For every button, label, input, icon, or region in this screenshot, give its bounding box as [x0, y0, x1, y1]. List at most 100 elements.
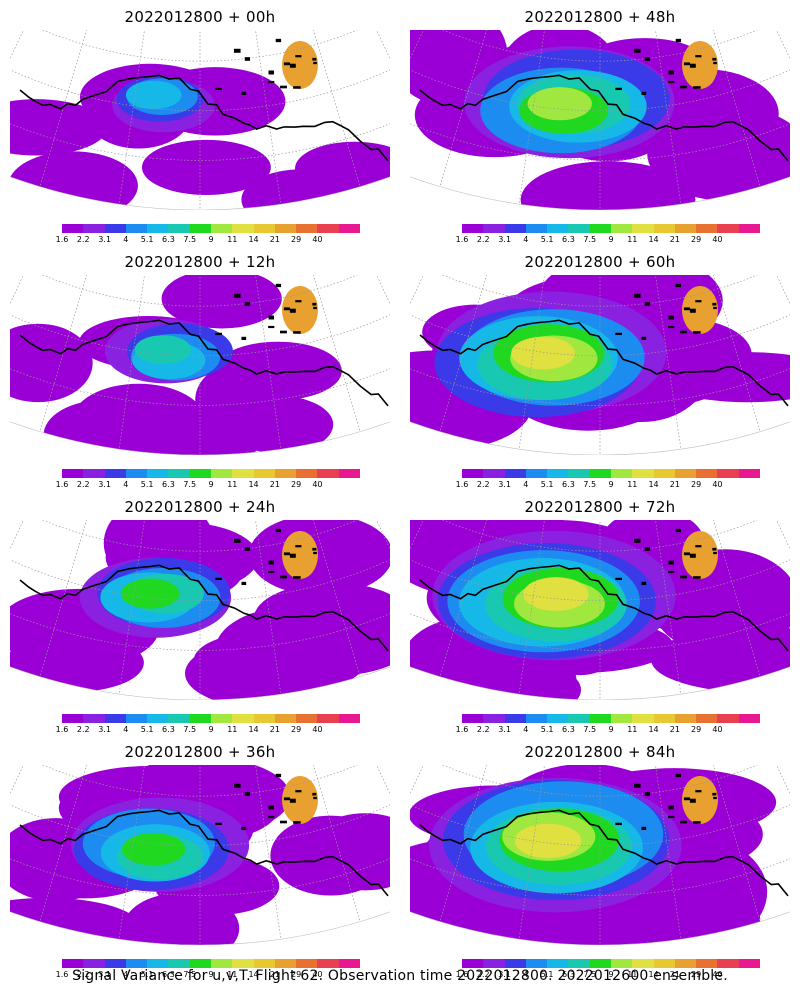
colorbar-tick-label: 29: [691, 480, 702, 489]
graticule-longitude: [518, 765, 545, 940]
map-plot: [10, 765, 390, 945]
graticule-latitude: [10, 69, 390, 112]
island: [689, 798, 696, 803]
colorbar-tick-label: 9: [208, 235, 214, 244]
graticule-latitude: [10, 314, 390, 357]
island: [312, 57, 317, 61]
island: [689, 553, 696, 558]
island: [693, 821, 701, 824]
variance-region: [248, 520, 390, 596]
coastline: [19, 809, 389, 897]
colorbar-tick-label: 1.6: [455, 235, 469, 244]
colorbar-swatch: [653, 959, 675, 968]
variance-region: [241, 169, 363, 210]
variance-contour: [120, 578, 180, 609]
map-panel: 2022012800 + 60h 1.6 2.2 3.1 4 5.1 6.3 7.5 9 11 14…: [400, 245, 800, 490]
colorbar-swatch: [317, 224, 339, 233]
colorbar-tick-label: 4: [523, 480, 529, 489]
island: [313, 551, 317, 555]
island: [241, 91, 247, 96]
colorbar-swatch: [589, 714, 611, 723]
island: [275, 528, 282, 533]
colorbar-tick-label: 6.3: [162, 970, 175, 979]
variance-hotspot: [282, 776, 318, 824]
island: [241, 336, 247, 341]
variance-region: [141, 139, 271, 196]
island: [233, 293, 241, 298]
colorbar-tick-label: 3.1: [98, 725, 111, 734]
island: [293, 576, 301, 579]
colorbar-tick-label: 2.2: [476, 235, 490, 244]
colorbar-tick-label: 40: [312, 235, 323, 244]
colorbar-swatch: [717, 714, 739, 723]
colorbar-tick-label: 7.5: [183, 725, 197, 734]
graticule-longitude: [518, 275, 545, 450]
island: [683, 62, 690, 66]
colorbar-swatch: [317, 469, 339, 478]
colorbar-swatch: [674, 224, 697, 233]
graticule-longitude: [376, 30, 390, 60]
island: [268, 315, 274, 320]
panel-title: 2022012800 + 36h: [124, 743, 276, 761]
island: [268, 70, 274, 75]
colorbar-swatch: [147, 959, 169, 968]
colorbar-swatch: [296, 714, 318, 723]
graticule-longitude: [376, 765, 390, 795]
colorbar-tick-label: 9: [608, 235, 614, 244]
colorbar-swatch: [274, 469, 297, 478]
island: [312, 547, 317, 551]
island: [312, 302, 317, 306]
colorbar-ticks: 1.6 2.2 3.1 4 5.1 6.3 7.5 9 11 14 21 29 40: [56, 235, 360, 245]
island: [641, 826, 647, 831]
figure-caption: Signal Variance for u,v,T. Flight 62. Ob…: [72, 968, 728, 984]
colorbar-tick-label: 11: [227, 480, 238, 489]
colorbar-tick-label: 1.6: [55, 480, 69, 489]
island: [644, 57, 651, 61]
colorbar-tick-label: 4: [523, 970, 529, 979]
graticule-longitude: [776, 30, 790, 60]
colorbar-swatch: [317, 959, 339, 968]
colorbar-tick-label: 3.1: [98, 235, 111, 244]
island: [295, 545, 302, 548]
island: [644, 792, 651, 796]
colorbar-tick-label: 5.1: [540, 480, 554, 489]
colorbar-tick-label: 5.1: [140, 970, 154, 979]
island: [615, 87, 622, 91]
colorbar-tick-label: 40: [712, 235, 723, 244]
colorbar-swatch: [83, 714, 105, 723]
island: [295, 300, 302, 303]
island: [695, 55, 702, 58]
colorbar: [462, 714, 760, 723]
map-plot: [10, 275, 390, 455]
map-plot: [10, 30, 390, 210]
colorbar-tick-label: 4: [523, 725, 529, 734]
island: [215, 577, 222, 581]
island: [280, 85, 287, 89]
colorbar-tick-label: 9: [608, 725, 614, 734]
colorbar-tick-label: 29: [691, 725, 702, 734]
colorbar-tick-label: 11: [227, 235, 238, 244]
colorbar-swatch: [189, 224, 211, 233]
colorbar-swatch: [632, 959, 654, 968]
colorbar-tick-label: 40: [712, 480, 723, 489]
graticule-longitude: [10, 520, 24, 550]
colorbar-ticks: 1.6 2.2 3.1 4 5.1 6.3 7.5 9 11 14 21 29 40: [56, 725, 360, 735]
colorbar-swatch: [483, 224, 505, 233]
island: [244, 547, 251, 551]
panel-title: 2022012800 + 60h: [524, 253, 676, 271]
graticule-longitude: [518, 30, 545, 205]
colorbar-swatch: [210, 959, 233, 968]
colorbar: [462, 959, 760, 968]
colorbar-swatch: [232, 224, 254, 233]
colorbar: [462, 224, 760, 233]
colorbar-tick-label: 1.6: [55, 970, 69, 979]
island: [633, 293, 641, 298]
colorbar-swatch: [210, 224, 233, 233]
island: [215, 332, 222, 336]
panel-title: 2022012800 + 24h: [124, 498, 276, 516]
colorbar-swatch: [483, 959, 505, 968]
colorbar-swatch: [483, 714, 505, 723]
colorbar-tick-label: 11: [627, 235, 638, 244]
colorbar-ticks: 1.6 2.2 3.1 4 5.1 6.3 7.5 9 11 14 21 29 40: [456, 970, 760, 980]
graticule-longitude: [118, 275, 145, 450]
